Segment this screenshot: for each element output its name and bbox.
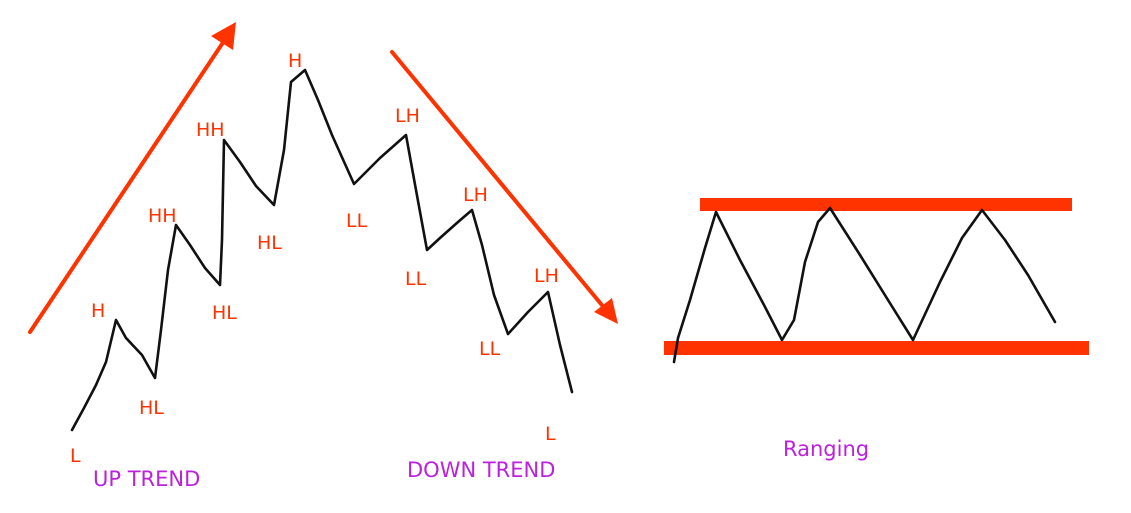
swing-label: L [70,445,81,467]
swing-label: LL [405,268,427,290]
down-trend-arrow [390,50,618,324]
up-trend-arrow [28,22,236,334]
swing-label: LH [463,184,488,206]
range-resistance-line [700,198,1072,211]
range-support-line [664,341,1089,355]
swing-label: HH [196,119,225,141]
swing-label: LH [395,105,420,127]
ranging-caption: Ranging [783,437,869,461]
ranging-price-line [672,206,1057,364]
swing-label: LL [479,338,501,360]
trend-price-line [70,68,574,432]
swing-label: HL [257,232,282,254]
swing-label: LL [346,210,368,232]
swing-label: HH [148,205,177,227]
swing-label: H [91,300,105,322]
swing-label: HL [212,302,237,324]
swing-label: L [545,423,556,445]
swing-label: HL [139,397,164,419]
up-trend-caption: UP TREND [93,467,200,491]
swing-label: H [288,50,302,72]
swing-label: LH [534,265,559,287]
down-trend-caption: DOWN TREND [407,458,555,482]
